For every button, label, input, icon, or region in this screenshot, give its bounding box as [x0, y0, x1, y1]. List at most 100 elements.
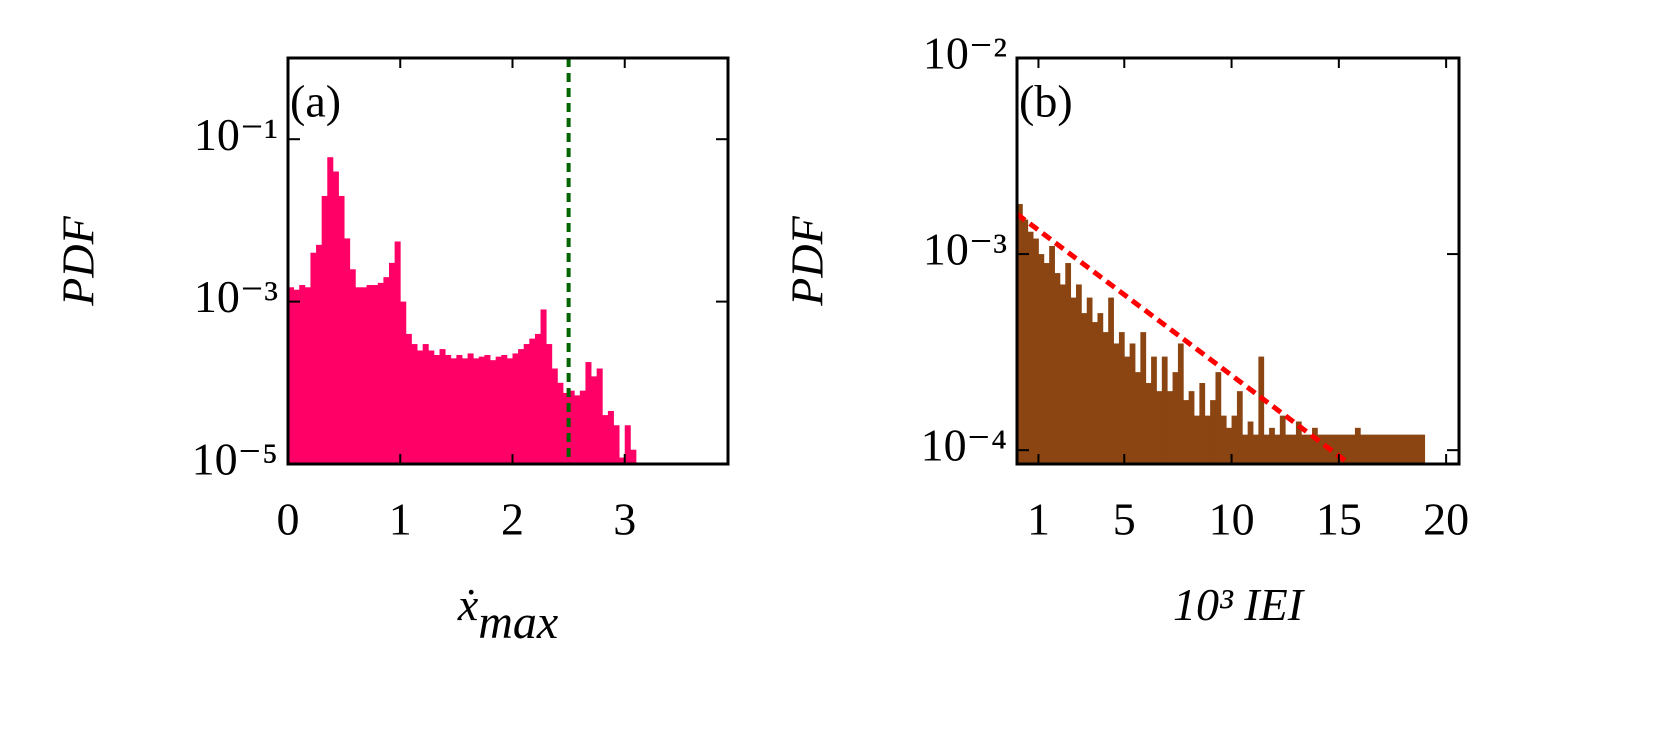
y-tick-label: 10⁻²: [923, 28, 1007, 79]
histogram-bar: [1397, 434, 1404, 464]
histogram-bar: [1092, 322, 1098, 464]
histogram-bar: [349, 269, 356, 464]
histogram-bar: [1413, 434, 1420, 464]
histogram-bar: [484, 354, 491, 464]
histogram-bar: [1049, 245, 1055, 464]
histogram-bar: [1247, 421, 1254, 464]
histogram-bar: [1285, 434, 1291, 464]
histogram-bar: [1161, 356, 1168, 464]
histogram-bar: [630, 449, 637, 464]
histogram-bar: [338, 195, 345, 464]
histogram-bar: [389, 262, 396, 464]
histogram-bar: [299, 285, 306, 464]
histogram-bar: [1403, 434, 1409, 464]
histogram-bar: [1215, 372, 1222, 464]
histogram-bar: [540, 309, 547, 464]
histogram-bar: [1086, 297, 1093, 464]
histogram-bar: [1135, 372, 1141, 464]
histogram-bar: [473, 358, 480, 464]
histogram-bar: [1145, 383, 1152, 464]
panel-label: (a): [290, 76, 341, 127]
histogram-bar: [1360, 434, 1367, 464]
histogram-bar: [1258, 356, 1265, 464]
histogram-bar: [1371, 434, 1377, 464]
x-tick-label: 2: [501, 494, 524, 545]
histogram-bar: [1188, 391, 1195, 464]
histogram-bar: [1156, 391, 1163, 464]
y-tick-label: 10⁻³: [194, 271, 278, 322]
histogram-bar: [1151, 356, 1157, 464]
histogram-bar: [372, 285, 379, 464]
y-tick-label: 10⁻⁵: [192, 434, 278, 485]
histogram-bar: [355, 287, 362, 464]
histogram-bar: [1408, 434, 1415, 464]
histogram-bar: [1054, 273, 1061, 464]
histogram-bar: [417, 350, 424, 464]
histogram-bar: [624, 425, 631, 464]
histogram-bar: [1242, 434, 1249, 464]
y-tick-label: 10⁻³: [923, 224, 1007, 275]
histogram-bar: [1194, 415, 1200, 464]
histogram-bar: [490, 360, 497, 464]
plot-frame: [286, 56, 730, 466]
histogram-bar: [1349, 434, 1356, 464]
histogram-bar: [461, 358, 468, 464]
histogram-bar: [1333, 434, 1340, 464]
histogram-bar: [1124, 356, 1131, 464]
histogram-bar: [1274, 434, 1281, 464]
histogram-bar: [304, 287, 311, 464]
histogram-bar: [1263, 434, 1270, 464]
histogram-bar: [1365, 434, 1372, 464]
x-axis-label-sub: max: [478, 596, 558, 649]
histogram-bar: [1387, 434, 1393, 464]
histogram-bar: [619, 457, 626, 464]
histogram-bar: [1081, 313, 1088, 464]
histogram-bar: [506, 358, 513, 464]
histogram-bar: [366, 285, 373, 464]
histogram-bar: [495, 356, 502, 464]
histogram-bar: [1027, 231, 1034, 464]
histogram-bar: [607, 410, 614, 464]
histogram-bar: [591, 376, 598, 464]
histogram-bar: [405, 333, 412, 464]
histogram-bar: [557, 382, 564, 464]
histogram-bar: [1022, 219, 1029, 464]
histogram-bar: [1269, 427, 1275, 464]
x-axis-label-main: 10³ IEI: [1173, 579, 1306, 630]
histogram-bar: [1076, 284, 1082, 464]
histogram-bar: [383, 277, 390, 464]
fit-line: [1015, 212, 1352, 466]
histogram-bar: [1419, 434, 1426, 464]
histogram-bar: [316, 244, 323, 464]
histogram-bar: [512, 353, 519, 464]
histogram-bar: [1140, 332, 1147, 464]
histogram-bar: [1102, 332, 1109, 464]
histogram-bar: [585, 362, 592, 464]
histogram-bar: [523, 344, 530, 464]
histogram-bar: [1338, 434, 1345, 464]
histogram-bar: [1306, 434, 1313, 464]
histogram-bar: [529, 338, 536, 464]
histogram-bar: [433, 354, 440, 464]
histogram-bar: [1065, 263, 1072, 464]
histogram-bar: [1210, 400, 1216, 464]
histogram-bar: [1070, 297, 1077, 464]
histogram-bar: [1317, 434, 1324, 464]
histogram-bar: [1183, 400, 1190, 464]
histogram-bar: [1167, 391, 1173, 464]
histogram-bar: [1204, 415, 1211, 464]
histogram-bar: [551, 368, 558, 464]
x-tick-label: 0: [277, 494, 300, 545]
x-tick-label: 3: [613, 494, 636, 545]
histogram-bar: [1017, 204, 1023, 464]
histogram-bar: [377, 282, 384, 464]
histogram-bar: [563, 392, 570, 464]
x-tick-label: 20: [1423, 494, 1469, 545]
histogram-bar: [327, 157, 334, 464]
histogram-bar: [293, 289, 300, 464]
histogram-bar: [1129, 343, 1136, 464]
histogram-bar: [1236, 391, 1243, 464]
histogram-bar: [602, 415, 609, 464]
panel-label: (b): [1019, 76, 1073, 127]
